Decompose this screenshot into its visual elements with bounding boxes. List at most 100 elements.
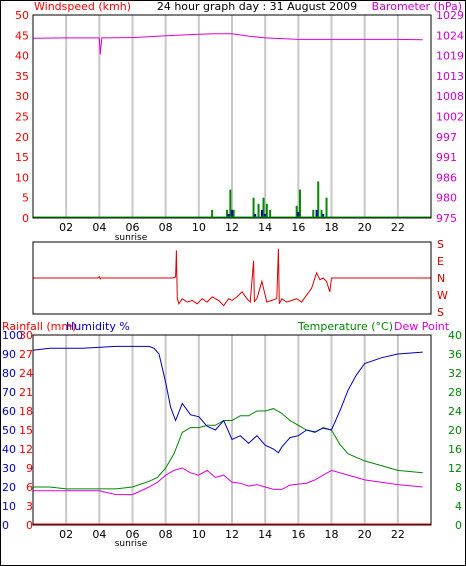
hour-tick-label: 08 bbox=[159, 221, 173, 234]
humidity-axis-label: Humidity % bbox=[66, 320, 130, 333]
barometer-tick-label: 1002 bbox=[436, 111, 464, 124]
rainfall-axis-label: Rainfall (mm) bbox=[2, 320, 76, 333]
hour-tick-label: 10 bbox=[192, 528, 206, 541]
temperature-tick-label: 28 bbox=[448, 386, 462, 399]
barometer-tick-label: 1024 bbox=[436, 29, 464, 42]
temperature-tick-label: 16 bbox=[448, 443, 462, 456]
rainfall-tick-label: 6 bbox=[26, 481, 33, 494]
dewpoint-line bbox=[33, 467, 423, 496]
direction-label: N bbox=[437, 272, 445, 285]
humidity-tick-label: 70 bbox=[2, 386, 16, 399]
hour-tick-label: 22 bbox=[391, 221, 405, 234]
graph-title: 24 hour graph day : 31 August 2009 bbox=[157, 0, 357, 13]
windspeed-tick-label: 45 bbox=[15, 29, 29, 42]
panel2-frame bbox=[32, 241, 432, 315]
barometer-tick-label: 991 bbox=[436, 151, 457, 164]
windspeed-tick-label: 50 bbox=[15, 9, 29, 22]
windspeed-tick-label: 25 bbox=[15, 111, 29, 124]
barometer-line bbox=[32, 33, 423, 55]
barometer-tick-label: 980 bbox=[436, 192, 457, 205]
hour-tick-label: 20 bbox=[358, 221, 372, 234]
hour-tick-label: 02 bbox=[59, 221, 73, 234]
barometer-tick-label: 1013 bbox=[436, 70, 464, 83]
rainfall-ticks: 0 3 6 9 12 15 18 21 24 27 30 bbox=[19, 329, 33, 532]
hour-tick-label: 08 bbox=[159, 528, 173, 541]
temperature-tick-label: 4 bbox=[455, 500, 462, 513]
temperature-axis-label: Temperature (°C) bbox=[297, 320, 393, 333]
barometer-tick-label: 1019 bbox=[436, 50, 464, 63]
humidity-tick-label: 30 bbox=[2, 462, 16, 475]
humidity-ticks: 0 10 20 30 40 50 60 70 80 90 100 bbox=[2, 329, 23, 532]
windspeed-ticks: 0 5 10 15 20 25 30 35 40 45 50 bbox=[15, 9, 29, 225]
windspeed-tick-label: 0 bbox=[22, 212, 29, 225]
rainfall-tick-label: 9 bbox=[26, 462, 33, 475]
barometer-tick-label: 986 bbox=[436, 171, 457, 184]
humidity-line bbox=[32, 345, 423, 454]
windspeed-tick-label: 5 bbox=[22, 192, 29, 205]
windspeed-tick-label: 15 bbox=[15, 151, 29, 164]
barometer-tick-label: 975 bbox=[436, 212, 457, 225]
rainfall-tick-label: 15 bbox=[19, 424, 33, 437]
humidity-tick-label: 0 bbox=[2, 519, 9, 532]
temperature-tick-label: 20 bbox=[448, 424, 462, 437]
temperature-tick-label: 40 bbox=[448, 329, 462, 342]
humidity-tick-label: 40 bbox=[2, 443, 16, 456]
temperature-line bbox=[33, 408, 423, 490]
hour-tick-label: 20 bbox=[358, 528, 372, 541]
panel1-grid bbox=[65, 15, 399, 218]
direction-label: E bbox=[437, 255, 444, 268]
temperature-tick-label: 32 bbox=[448, 367, 462, 380]
barometer-tick-label: 1029 bbox=[436, 9, 464, 22]
windspeed-tick-label: 35 bbox=[15, 70, 29, 83]
panel3-grid bbox=[65, 335, 399, 525]
direction-label: W bbox=[437, 289, 448, 302]
barometer-ticks: 975 980 986 991 997 1002 1008 1013 1019 1024 1029 bbox=[436, 9, 464, 225]
humidity-tick-label: 100 bbox=[2, 329, 23, 342]
hour-tick-label: 18 bbox=[325, 528, 339, 541]
hour-tick-label: 14 bbox=[258, 221, 272, 234]
humidity-tick-label: 60 bbox=[2, 405, 16, 418]
hour-tick-label: 16 bbox=[291, 528, 305, 541]
windspeed-tick-label: 30 bbox=[15, 90, 29, 103]
hour-tick-label: 04 bbox=[92, 528, 106, 541]
hour-tick-label: 16 bbox=[291, 221, 305, 234]
hour-tick-label: 06 bbox=[126, 528, 140, 541]
hour-tick-label: 18 bbox=[325, 221, 339, 234]
sunrise-label: sunrise bbox=[115, 233, 148, 243]
rainfall-tick-label: 12 bbox=[19, 443, 33, 456]
hour-tick-label: 12 bbox=[225, 221, 239, 234]
rainfall-tick-label: 21 bbox=[19, 386, 33, 399]
direction-line bbox=[33, 248, 431, 307]
rainfall-tick-label: 30 bbox=[19, 329, 33, 342]
barometer-tick-label: 1008 bbox=[436, 90, 464, 103]
hour-tick-label: 14 bbox=[258, 528, 272, 541]
sunrise-label-lower: sunrise bbox=[115, 539, 148, 549]
panel1-hour-ticks: 02 04 06 08 10 12 14 16 18 20 22 bbox=[59, 221, 405, 234]
rainfall-tick-label: 27 bbox=[19, 348, 33, 361]
barometer-tick-label: 997 bbox=[436, 131, 457, 144]
hour-tick-label: 12 bbox=[225, 528, 239, 541]
dewpoint-axis-label: Dew Point bbox=[394, 320, 450, 333]
temperature-tick-label: 36 bbox=[448, 348, 462, 361]
humidity-tick-label: 10 bbox=[2, 500, 16, 513]
rainfall-tick-label: 0 bbox=[26, 519, 33, 532]
rainfall-tick-label: 3 bbox=[26, 500, 33, 513]
hour-tick-label: 22 bbox=[391, 528, 405, 541]
hour-tick-label: 02 bbox=[59, 528, 73, 541]
hour-tick-label: 06 bbox=[126, 221, 140, 234]
temperature-tick-label: 0 bbox=[455, 519, 462, 532]
windspeed-axis-label: Windspeed (kmh) bbox=[34, 0, 131, 13]
temperature-tick-label: 12 bbox=[448, 462, 462, 475]
rainfall-tick-label: 24 bbox=[19, 367, 33, 380]
direction-label: S bbox=[437, 306, 444, 319]
direction-label: S bbox=[437, 238, 444, 251]
windspeed-tick-label: 20 bbox=[15, 131, 29, 144]
humidity-tick-label: 50 bbox=[2, 424, 16, 437]
humidity-tick-label: 90 bbox=[2, 348, 16, 361]
panel3-hour-ticks: 02 04 06 08 10 12 14 16 18 20 22 bbox=[59, 528, 405, 541]
